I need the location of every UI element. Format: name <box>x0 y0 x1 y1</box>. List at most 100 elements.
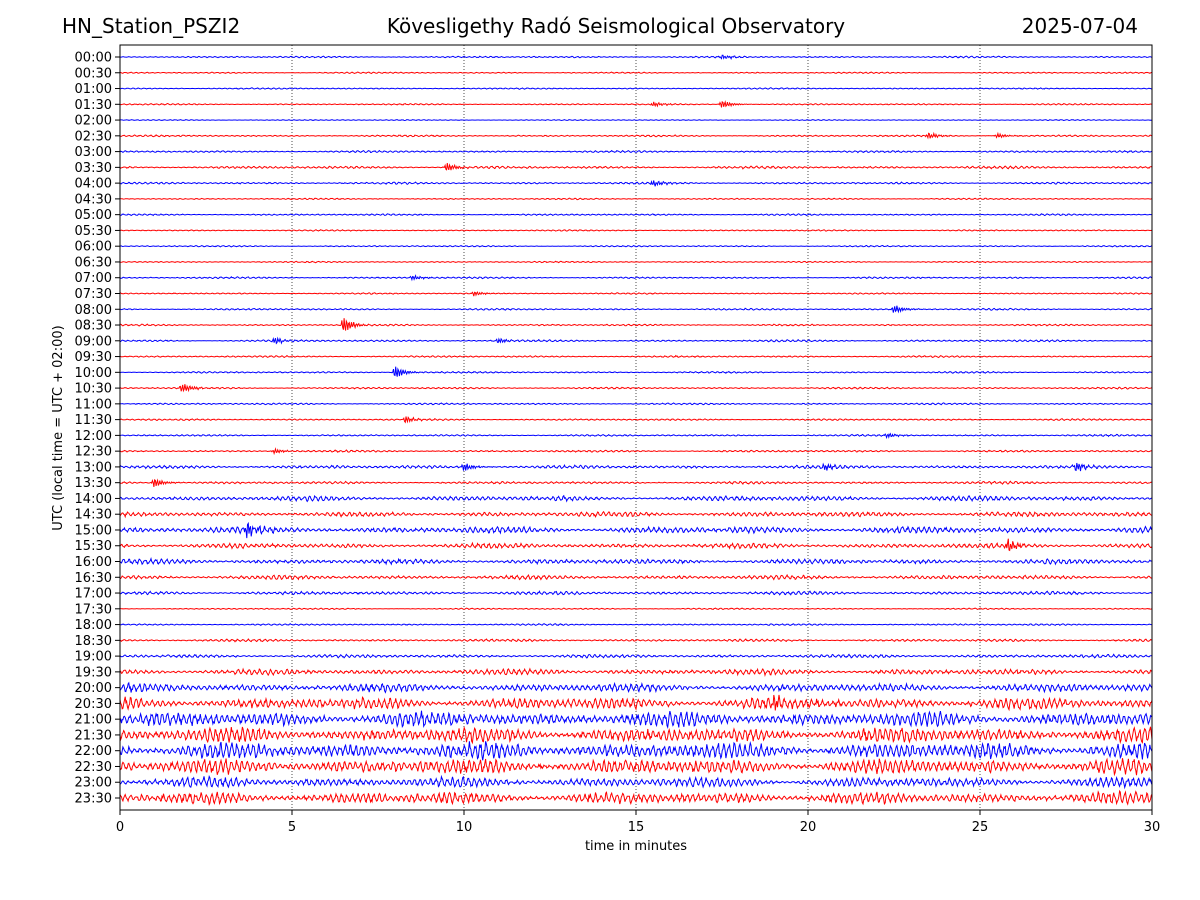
trace-2200 <box>119 741 1153 761</box>
trace-1630 <box>119 573 1153 581</box>
y-tick-label: 18:00 <box>75 618 112 633</box>
y-tick-label: 12:30 <box>75 445 112 460</box>
trace-0200 <box>119 119 1153 122</box>
y-tick-label: 13:30 <box>75 476 112 491</box>
trace-1130 <box>119 416 1152 424</box>
trace-0000 <box>119 54 1153 60</box>
y-tick-label: 03:00 <box>75 145 112 160</box>
trace-2230 <box>119 757 1153 777</box>
y-tick-label: 17:00 <box>75 587 112 602</box>
trace-0130 <box>119 100 1153 108</box>
y-tick-label: 06:30 <box>75 255 112 270</box>
trace-1600 <box>119 557 1153 566</box>
trace-0600 <box>119 244 1153 248</box>
y-tick-label: 03:30 <box>75 161 112 176</box>
trace-0300 <box>119 149 1153 154</box>
trace-1730 <box>120 607 1153 611</box>
trace-2130 <box>119 725 1153 745</box>
trace-0500 <box>120 213 1153 217</box>
date-label: 2025-07-04 <box>1021 14 1138 38</box>
trace-1900 <box>119 653 1153 659</box>
trace-1000 <box>119 366 1153 377</box>
trace-1200 <box>119 432 1153 440</box>
trace-0730 <box>119 291 1153 297</box>
y-tick-label: 00:00 <box>75 51 112 66</box>
y-tick-label: 21:00 <box>75 713 112 728</box>
trace-2100 <box>119 710 1153 730</box>
y-tick-label: 22:00 <box>75 744 112 759</box>
trace-1430 <box>119 510 1153 519</box>
trace-1300 <box>119 462 1153 472</box>
trace-1030 <box>119 384 1153 393</box>
trace-0900 <box>120 336 1153 345</box>
y-tick-label: 05:00 <box>75 208 112 223</box>
x-axis-label: time in minutes <box>585 839 687 854</box>
y-tick-label: 02:00 <box>75 114 112 129</box>
y-tick-label: 23:00 <box>75 776 112 791</box>
trace-1400 <box>119 494 1153 503</box>
x-tick-label: 15 <box>628 820 645 835</box>
y-tick-label: 15:00 <box>75 523 112 538</box>
trace-1530 <box>119 538 1153 552</box>
y-tick-label: 07:00 <box>75 271 112 286</box>
x-tick-label: 0 <box>116 820 124 835</box>
y-tick-label: 06:00 <box>75 240 112 255</box>
y-tick-label: 21:30 <box>75 728 112 743</box>
x-tick-label: 10 <box>456 820 473 835</box>
trace-0630 <box>120 260 1153 264</box>
y-tick-label: 09:00 <box>75 334 112 349</box>
y-tick-label: 12:00 <box>75 429 112 444</box>
trace-1700 <box>119 590 1153 596</box>
y-tick-label: 20:00 <box>75 681 112 696</box>
y-tick-label: 22:30 <box>75 760 112 775</box>
trace-2000 <box>119 681 1153 694</box>
y-tick-label: 18:30 <box>75 634 112 649</box>
y-tick-label: 10:00 <box>75 366 112 381</box>
trace-1230 <box>119 447 1153 456</box>
trace-0030 <box>119 71 1152 75</box>
x-tick-label: 25 <box>972 820 989 835</box>
trace-2300 <box>119 774 1153 790</box>
trace-2330 <box>119 789 1153 806</box>
trace-1330 <box>119 478 1153 487</box>
y-tick-label: 11:00 <box>75 397 112 412</box>
trace-0330 <box>119 163 1153 171</box>
trace-0930 <box>119 354 1153 359</box>
trace-0100 <box>119 87 1153 90</box>
trace-1830 <box>119 638 1153 643</box>
y-tick-label: 01:00 <box>75 82 112 97</box>
y-tick-label: 16:00 <box>75 555 112 570</box>
trace-0830 <box>119 318 1153 331</box>
trace-0230 <box>119 131 1153 140</box>
y-tick-label: 19:30 <box>75 665 112 680</box>
y-tick-label: 08:30 <box>75 319 112 334</box>
y-tick-label: 07:30 <box>75 287 112 302</box>
y-tick-label: 13:00 <box>75 460 112 475</box>
y-tick-label: 01:30 <box>75 98 112 113</box>
y-tick-label: 09:30 <box>75 350 112 365</box>
station-name: HN_Station_PSZI2 <box>62 14 241 38</box>
y-tick-label: 02:30 <box>75 129 112 144</box>
y-tick-label: 15:30 <box>75 539 112 554</box>
trace-0530 <box>120 229 1153 232</box>
y-tick-label: 16:30 <box>75 571 112 586</box>
trace-0400 <box>119 179 1153 187</box>
y-tick-label: 11:30 <box>75 413 112 428</box>
y-tick-label: 17:30 <box>75 602 112 617</box>
y-tick-label: 08:00 <box>75 303 112 318</box>
trace-0700 <box>119 274 1153 282</box>
trace-2030 <box>119 694 1153 712</box>
x-tick-label: 30 <box>1144 820 1161 835</box>
trace-0430 <box>120 197 1152 201</box>
y-tick-label: 05:30 <box>75 224 112 239</box>
y-tick-label: 23:30 <box>75 792 112 807</box>
trace-1500 <box>119 521 1153 539</box>
y-tick-label: 20:30 <box>75 697 112 712</box>
trace-1800 <box>119 623 1153 627</box>
y-tick-label: 14:00 <box>75 492 112 507</box>
y-tick-label: 19:00 <box>75 650 112 665</box>
trace-1930 <box>119 667 1153 677</box>
y-tick-label: 14:30 <box>75 508 112 523</box>
x-tick-label: 20 <box>800 820 817 835</box>
